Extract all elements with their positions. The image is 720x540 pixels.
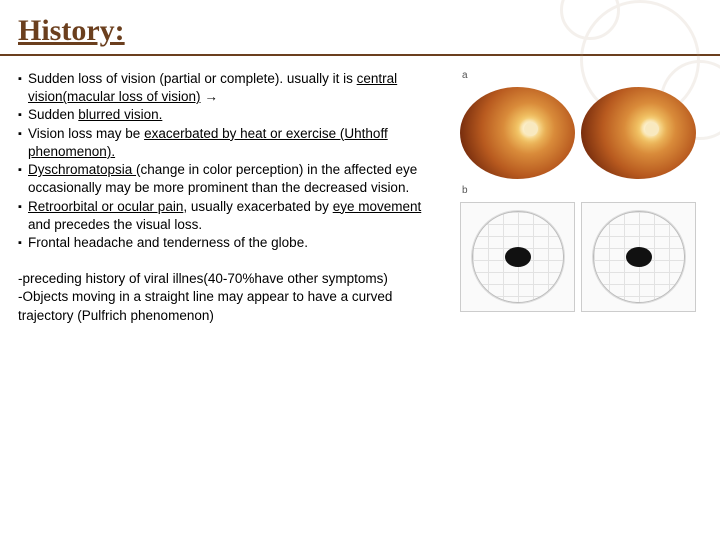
text-column: Sudden loss of vision (partial or comple… [18, 70, 446, 325]
list-item: Sudden loss of vision (partial or comple… [18, 70, 446, 106]
fundus-image-right [581, 87, 696, 179]
visual-field-row [460, 202, 696, 312]
list-item: Retroorbital or ocular pain, usually exa… [18, 198, 446, 234]
list-item: Vision loss may be exacerbated by heat o… [18, 125, 446, 161]
visual-field-right [581, 202, 696, 312]
list-item: Sudden blurred vision. [18, 106, 446, 124]
panel-label-b: b [460, 185, 696, 196]
visual-field-left [460, 202, 575, 312]
fundus-image-left [460, 87, 575, 179]
list-item: Frontal headache and tenderness of the g… [18, 234, 446, 252]
content-area: Sudden loss of vision (partial or comple… [0, 70, 720, 325]
list-item: Dyschromatopsia (change in color percept… [18, 161, 446, 197]
note-line: -Objects moving in a straight line may a… [18, 288, 446, 324]
bullet-list: Sudden loss of vision (partial or comple… [18, 70, 446, 252]
note-line: -preceding history of viral illnes(40-70… [18, 270, 446, 288]
secondary-notes: -preceding history of viral illnes(40-70… [18, 270, 446, 325]
